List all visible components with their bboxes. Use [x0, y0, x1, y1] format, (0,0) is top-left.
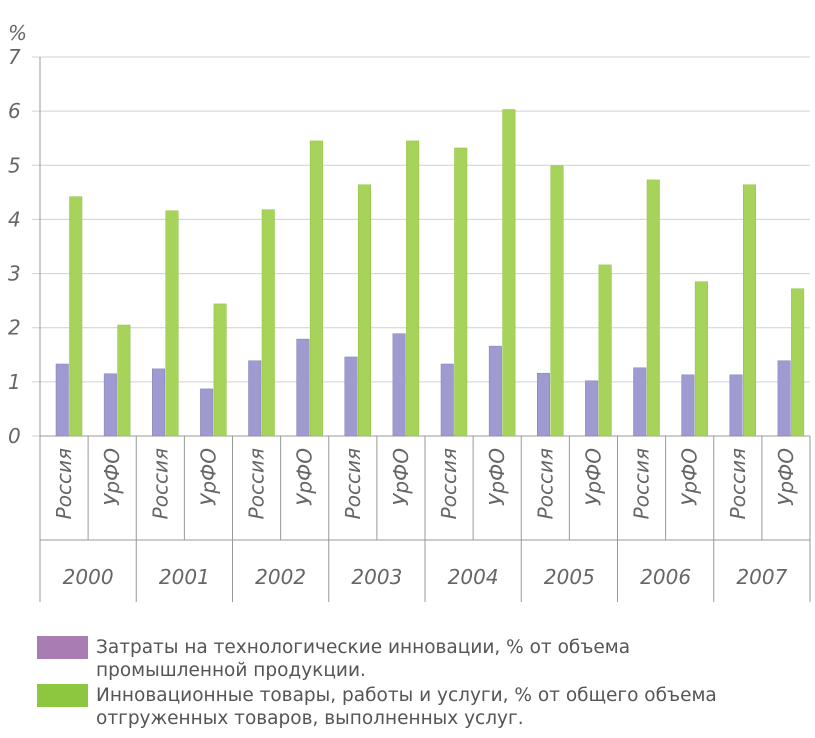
bar — [729, 374, 743, 437]
legend-label: Инновационные товары, работы и услуги, %… — [96, 685, 717, 729]
x-tick-label: УрФО — [485, 448, 509, 506]
x-tick-label: Россия — [437, 448, 461, 519]
bar — [261, 209, 275, 437]
bar — [454, 147, 468, 437]
x-tick-label: УрФО — [581, 448, 605, 506]
bar — [488, 345, 502, 437]
x-tick-label: УрФО — [293, 448, 317, 506]
bar — [296, 338, 310, 437]
legend-swatch — [37, 684, 88, 707]
x-tick-label: УрФО — [389, 448, 413, 506]
legend-item: Инновационные товары, работы и услуги, %… — [37, 684, 777, 730]
bar — [103, 373, 117, 437]
y-tick-label: 2 — [8, 316, 21, 340]
x-tick-label: Россия — [341, 448, 365, 519]
bar — [117, 324, 131, 437]
y-tick-label: 3 — [8, 262, 21, 286]
bar — [694, 281, 708, 437]
bar — [550, 165, 564, 437]
group-label: 2003 — [351, 565, 402, 589]
bar — [358, 184, 371, 437]
bar — [585, 380, 599, 437]
x-tick-label: УрФО — [774, 448, 798, 506]
chart: % 0 1 2 3 4 5 6 7 Россия УрФО Россия УрФО Россия УрФО… — [8, 21, 811, 602]
group-label: 2002 — [255, 565, 306, 589]
y-unit: % — [8, 21, 27, 45]
bar — [633, 367, 647, 437]
bar — [777, 360, 791, 437]
bar — [165, 210, 179, 437]
bar — [69, 196, 83, 437]
bar — [791, 288, 805, 437]
bar — [537, 372, 550, 437]
y-tick-label: 4 — [8, 207, 21, 231]
bar — [344, 356, 358, 437]
x-tick-label: Россия — [245, 448, 269, 519]
legend-label: Затраты на технологические инновации, % … — [96, 637, 631, 681]
bar — [213, 303, 227, 437]
x-tick-label: Россия — [726, 448, 750, 519]
bar — [440, 363, 454, 437]
y-tick-label: 1 — [8, 370, 21, 394]
x-tick-label: УрФО — [196, 448, 220, 506]
group-label: 2006 — [640, 565, 691, 589]
bar — [406, 140, 420, 437]
bar — [743, 184, 756, 437]
legend-swatch — [37, 636, 88, 659]
x-tick-label: Россия — [533, 448, 557, 519]
y-tick-label: 5 — [8, 153, 21, 177]
group-label: 2000 — [63, 565, 114, 589]
group-label: 2001 — [159, 565, 210, 589]
y-tick-label: 7 — [8, 45, 21, 69]
bar — [55, 363, 69, 437]
x-tick-label: Россия — [148, 448, 172, 519]
x-tick-label: УрФО — [678, 448, 702, 506]
group-label: 2007 — [736, 565, 787, 589]
bar — [309, 140, 323, 437]
group-label: 2005 — [544, 565, 595, 589]
x-tick-label: Россия — [630, 448, 654, 519]
bar — [502, 109, 516, 437]
bar — [646, 179, 660, 437]
bar — [598, 264, 612, 437]
bar — [392, 333, 406, 437]
bar — [152, 368, 165, 437]
x-tick-label: Россия — [52, 448, 76, 519]
bar — [681, 374, 695, 437]
y-tick-label: 6 — [8, 99, 21, 123]
group-label: 2004 — [448, 565, 499, 589]
bar — [200, 388, 214, 437]
y-tick-label: 0 — [8, 424, 21, 448]
legend-item: Затраты на технологические инновации, % … — [37, 636, 777, 682]
x-tick-label: УрФО — [100, 448, 124, 506]
bar — [248, 360, 262, 437]
